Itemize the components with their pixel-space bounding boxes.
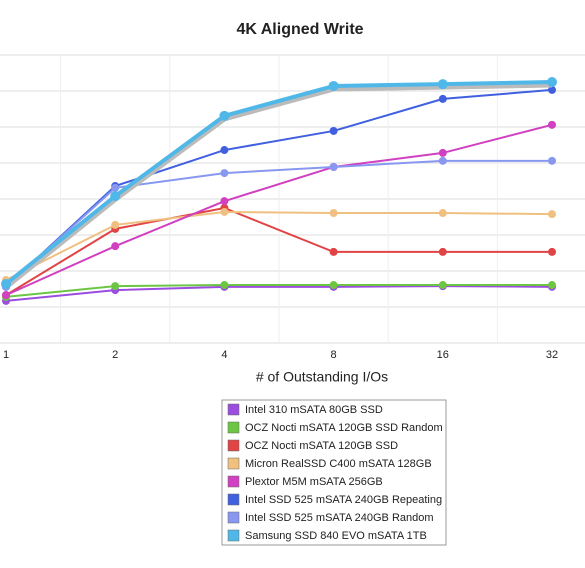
series-line xyxy=(5,285,553,302)
point xyxy=(329,162,338,171)
legend-label: OCZ Nocti mSATA 120GB SSD xyxy=(245,440,398,452)
series-line xyxy=(5,88,553,288)
series-line xyxy=(4,80,553,286)
legend-swatch xyxy=(227,493,240,506)
series-line xyxy=(5,123,553,297)
point xyxy=(111,242,120,251)
series-line xyxy=(5,284,552,298)
x-tick-label: 1 xyxy=(3,349,9,361)
x-axis-label: # of Outstanding I/Os xyxy=(256,369,388,385)
point xyxy=(548,281,556,290)
legend-swatch xyxy=(227,421,240,434)
point xyxy=(438,148,447,157)
x-tick-label: 8 xyxy=(331,349,337,361)
legend-swatch xyxy=(227,457,240,470)
point xyxy=(438,281,447,290)
point xyxy=(219,110,230,121)
chart-title: 4K Aligned Write xyxy=(236,21,363,38)
point xyxy=(111,282,120,291)
point xyxy=(220,207,229,216)
legend-label: OCZ Nocti mSATA 120GB SSD Random xyxy=(245,422,443,434)
point xyxy=(548,120,556,129)
x-tick-label: 16 xyxy=(437,349,449,361)
series-line xyxy=(5,206,552,296)
point xyxy=(438,209,447,218)
legend-label: Plextor M5M mSATA 256GB xyxy=(245,476,383,488)
point xyxy=(548,85,556,94)
point xyxy=(1,278,11,289)
legend-label: Samsung SSD 840 EVO mSATA 1TB xyxy=(245,530,427,542)
x-tick-label: 4 xyxy=(221,349,227,361)
series-line xyxy=(5,159,552,288)
point xyxy=(438,156,447,165)
legend-label: Intel SSD 525 mSATA 240GB Repeating xyxy=(245,494,442,506)
legend-swatch xyxy=(227,403,240,416)
point xyxy=(220,197,229,206)
legend-label: Micron RealSSD C400 mSATA 128GB xyxy=(245,458,432,470)
point xyxy=(111,183,120,192)
point xyxy=(220,281,229,290)
x-tick-label: 2 xyxy=(112,349,118,361)
point xyxy=(438,247,447,256)
point xyxy=(111,220,120,229)
point xyxy=(220,169,229,178)
point xyxy=(548,210,556,219)
series-line xyxy=(5,210,553,281)
point xyxy=(438,94,447,103)
point xyxy=(329,247,338,256)
point xyxy=(2,291,10,300)
legend-label: Intel 310 mSATA 80GB SSD xyxy=(245,404,383,416)
point xyxy=(329,281,338,290)
point xyxy=(110,191,121,202)
point xyxy=(220,146,229,155)
point xyxy=(329,209,338,218)
point xyxy=(547,77,557,87)
x-tick-label: 32 xyxy=(546,349,558,361)
point xyxy=(437,79,448,90)
legend-swatch xyxy=(227,439,240,452)
legend-swatch xyxy=(227,511,240,524)
point xyxy=(548,156,556,165)
legend-swatch xyxy=(227,529,240,542)
legend-swatch xyxy=(227,475,240,488)
point xyxy=(328,80,339,91)
legend-label: Intel SSD 525 mSATA 240GB Random xyxy=(245,512,434,524)
legend xyxy=(221,399,447,546)
point xyxy=(548,247,556,256)
point xyxy=(329,126,338,135)
